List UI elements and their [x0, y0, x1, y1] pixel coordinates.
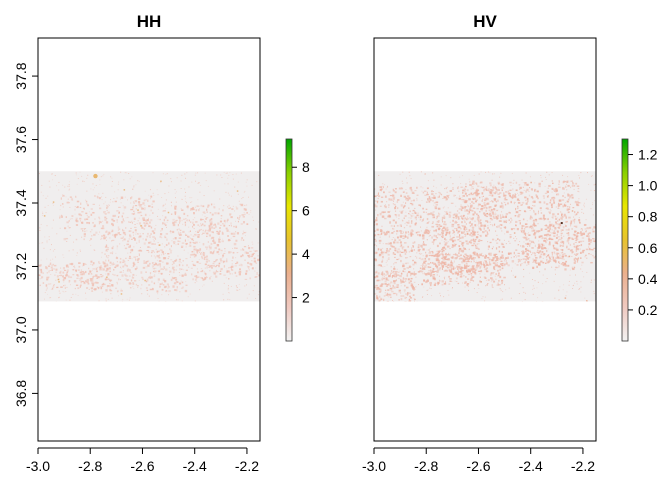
raster-extent	[38, 171, 260, 302]
colorbar-tick-label: 8	[302, 159, 310, 175]
colorbar-ramp	[285, 138, 293, 342]
colorbar-tick-label: 0.4	[638, 271, 658, 287]
x-tick-label: -2.4	[519, 458, 543, 474]
x-tick-label: -2.8	[414, 458, 438, 474]
x-tick-label: -2.6	[466, 458, 490, 474]
x-tick-label: -3.0	[26, 458, 50, 474]
x-axis: -3.0 -2.8 -2.6 -2.4 -2.2	[362, 447, 595, 474]
colorbar-tick-label: 1.0	[638, 178, 658, 194]
colorbar-tick-label: 4	[302, 246, 310, 262]
y-tick-label: 36.8	[13, 380, 29, 407]
colorbar-ramp	[621, 138, 629, 342]
colorbar-tick-label: 6	[302, 203, 310, 219]
colorbar-tick-label: 0.6	[638, 240, 658, 256]
colorbar-tick-label: 0.2	[638, 302, 658, 318]
y-tick-label: 37.2	[13, 253, 29, 280]
raster-layer	[38, 171, 260, 302]
x-tick-label: -2.2	[235, 458, 259, 474]
raster-extent	[374, 171, 596, 302]
x-tick-label: -2.8	[78, 458, 102, 474]
y-tick-label: 37.6	[13, 126, 29, 153]
raster-speckle	[374, 171, 596, 302]
x-tick-label: -2.6	[130, 458, 154, 474]
colorbar: 2 4 6 8	[285, 138, 310, 342]
panel-hv: HV -3.0 -2.8 -2.6 -2.4 -2.2 0.2 0.4 0.6 0.8 1.0 1…	[362, 12, 658, 474]
plot-frame	[373, 37, 597, 442]
colorbar-tick-label: 2	[302, 290, 310, 306]
y-tick-label: 37.4	[13, 189, 29, 216]
x-tick-label: -2.4	[183, 458, 207, 474]
raster-layer	[374, 171, 596, 302]
plot-title: HV	[473, 12, 497, 31]
plot-title: HH	[137, 12, 162, 31]
colorbar-tick-label: 1.2	[638, 147, 658, 163]
y-axis: 36.8 37.0 37.2 37.4 37.6 37.8	[13, 62, 39, 407]
y-tick-label: 37.0	[13, 316, 29, 343]
y-tick-label: 37.8	[13, 62, 29, 89]
colorbar-tick-label: 0.8	[638, 209, 658, 225]
x-axis: -3.0 -2.8 -2.6 -2.4 -2.2	[26, 447, 259, 474]
colorbar: 0.2 0.4 0.6 0.8 1.0 1.2	[621, 138, 658, 342]
x-tick-label: -2.2	[571, 458, 595, 474]
panel-hh: HH -3.0 -2.8 -2.6 -2.4 -2.2 36.8 37.0 37.2 37.4…	[13, 12, 310, 474]
x-tick-label: -3.0	[362, 458, 386, 474]
raster-speckle	[38, 171, 260, 302]
